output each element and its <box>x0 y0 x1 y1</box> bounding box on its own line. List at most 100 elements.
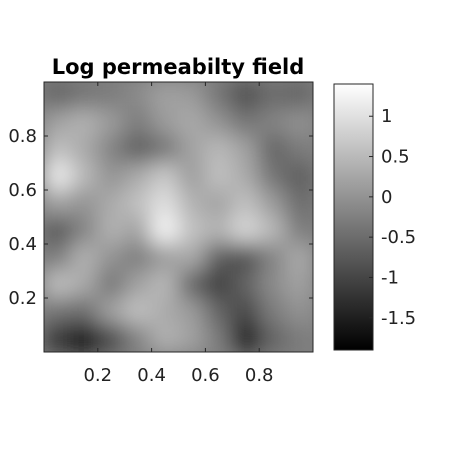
heatmap-cell <box>151 108 179 137</box>
x-tick-label: 0.4 <box>137 365 166 386</box>
heatmap-cell <box>70 82 99 110</box>
heatmap-cell <box>285 297 313 326</box>
heatmap-cell <box>151 243 179 272</box>
field-cells <box>44 82 313 352</box>
heatmap-cell <box>70 108 99 137</box>
heatmap-cell <box>151 82 179 110</box>
heatmap-cell <box>204 162 233 191</box>
heatmap-cell <box>258 324 287 352</box>
colorbar-tick-label: -0.5 <box>381 227 416 248</box>
colorbar-tick-label: 0.5 <box>381 147 410 168</box>
heatmap-cell <box>231 270 260 299</box>
heatmap-cell <box>44 216 72 245</box>
heatmap-cell <box>44 135 72 164</box>
y-tick-label: 0.4 <box>8 234 37 255</box>
heatmap-cell <box>44 270 72 299</box>
heatmap-cell <box>285 162 313 191</box>
heatmap-cell <box>258 243 287 272</box>
heatmap-cell <box>285 108 313 137</box>
x-tick-label: 0.2 <box>83 365 112 386</box>
heatmap-cell <box>204 243 233 272</box>
heatmap-cell <box>258 108 287 137</box>
heatmap-cell <box>204 108 233 137</box>
heatmap-cell <box>178 82 206 110</box>
heatmap-cell <box>124 82 153 110</box>
y-axis: 0.2 0.4 0.6 0.8 <box>8 126 313 309</box>
colorbar-tick-label: 1 <box>381 106 392 127</box>
heatmap-cell <box>70 243 99 272</box>
heatmap-cell <box>97 297 126 326</box>
heatmap-cell <box>70 189 99 218</box>
heatmap-cell <box>97 324 126 352</box>
heatmap-cell <box>178 108 206 137</box>
heatmap-cell <box>204 324 233 352</box>
heatmap-cell <box>204 216 233 245</box>
heatmap-cell <box>97 270 126 299</box>
heatmap-cell <box>231 162 260 191</box>
heatmap-cell <box>151 297 179 326</box>
y-tick-label: 0.2 <box>8 288 37 309</box>
x-axis: 0.2 0.4 0.6 0.8 <box>83 82 274 386</box>
heatmap-cell <box>258 189 287 218</box>
heatmap-cell <box>97 135 126 164</box>
heatmap-cell <box>151 216 179 245</box>
heatmap-cell <box>97 162 126 191</box>
heatmap-cell <box>231 135 260 164</box>
heatmap-cell <box>151 189 179 218</box>
heatmap-cell <box>44 82 72 110</box>
heatmap-cell <box>151 162 179 191</box>
x-tick-label: 0.8 <box>245 365 274 386</box>
y-tick-label: 0.6 <box>8 180 37 201</box>
heatmap-cell <box>178 270 206 299</box>
heatmap-cell <box>285 243 313 272</box>
heatmap-cell <box>204 297 233 326</box>
heatmap-cell <box>97 108 126 137</box>
heatmap-cell <box>231 189 260 218</box>
heatmap-cell <box>70 216 99 245</box>
heatmap-cell <box>178 324 206 352</box>
heatmap-cell <box>124 162 153 191</box>
heatmap-cell <box>44 189 72 218</box>
heatmap-cell <box>204 82 233 110</box>
heatmap-cell <box>124 297 153 326</box>
colorbar-tick-label: -1 <box>381 267 399 288</box>
plot-area <box>44 82 313 352</box>
plot-frame <box>43 81 314 353</box>
heatmap-cell <box>44 324 72 352</box>
heatmap-cell <box>285 135 313 164</box>
heatmap-cell <box>97 216 126 245</box>
heatmap-cell <box>151 324 179 352</box>
heatmap-cell <box>151 270 179 299</box>
heatmap-cell <box>258 135 287 164</box>
heatmap-cell <box>124 108 153 137</box>
heatmap-cell <box>285 270 313 299</box>
heatmap-cell <box>258 270 287 299</box>
colorbar-tick-label: -1.5 <box>381 308 416 329</box>
colorbar <box>333 83 374 351</box>
heatmap-cell <box>231 216 260 245</box>
heatmap-cell <box>124 324 153 352</box>
heatmap-cell <box>231 297 260 326</box>
x-tick-label: 0.6 <box>191 365 220 386</box>
heatmap-cell <box>204 135 233 164</box>
heatmap-cell <box>70 135 99 164</box>
chart-title: Log permeabilty field <box>52 55 305 79</box>
heatmap-cell <box>178 189 206 218</box>
colorbar-tick-label: 0 <box>381 187 392 208</box>
heatmap-cell <box>70 270 99 299</box>
heatmap-cell <box>44 243 72 272</box>
heatmap-cell <box>231 243 260 272</box>
heatmap-cell <box>258 297 287 326</box>
heatmap-cell <box>231 108 260 137</box>
y-tick-label: 0.8 <box>8 126 37 147</box>
heatmap-cell <box>178 243 206 272</box>
heatmap-cell <box>97 82 126 110</box>
heatmap-cell <box>285 82 313 110</box>
heatmap-cell <box>204 189 233 218</box>
heatmap-cell <box>151 135 179 164</box>
heatmap-cell <box>258 82 287 110</box>
heatmap-cell <box>258 216 287 245</box>
heatmap-cell <box>178 297 206 326</box>
heatmap-cell <box>231 324 260 352</box>
